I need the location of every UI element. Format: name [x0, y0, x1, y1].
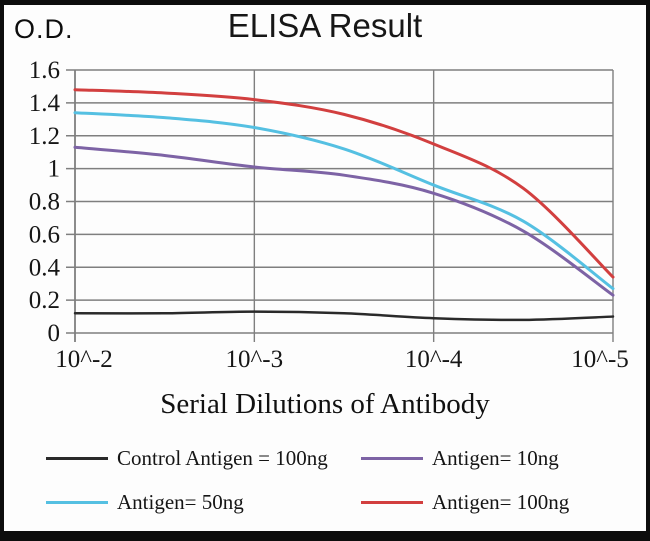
- y-axis-unit-label: O.D.: [14, 14, 74, 44]
- x-tick-label-10^-5: 10^-5: [571, 346, 629, 373]
- series-line-antigen-100ng: [73, 88, 615, 279]
- legend-item-antigen-10ng: Antigen= 10ng: [361, 446, 624, 471]
- x-tick-label-10^-4: 10^-4: [405, 346, 463, 373]
- y-tick-label-1.6: 1.6: [29, 57, 60, 84]
- y-tick-label-1.2: 1.2: [29, 123, 60, 150]
- legend-line-antigen-50ng: [46, 501, 108, 504]
- chart-title: ELISA Result: [227, 7, 423, 44]
- y-tick-label-0.6: 0.6: [29, 221, 60, 248]
- x-tick-label-10^-3: 10^-3: [226, 346, 284, 373]
- x-axis-title: Serial Dilutions of Antibody: [160, 388, 490, 420]
- y-tick-label-0: 0: [48, 320, 61, 347]
- legend-line-antigen-10ng: [361, 457, 423, 460]
- legend-line-control-antigen-100ng: [46, 457, 108, 460]
- chart-plot-area: 0 0.2 0.4 0.6 0.8 1 1.2 1.4 1.6 10^-2 10^-3 10^-4 10…: [29, 57, 629, 373]
- series-line-antigen-10ng: [73, 145, 615, 297]
- y-tick-label-0.4: 0.4: [29, 254, 61, 281]
- y-tick-label-0.2: 0.2: [29, 287, 60, 314]
- y-tick-label-1.4: 1.4: [29, 90, 61, 117]
- legend-label-antigen-100ng: Antigen= 100ng: [432, 490, 570, 514]
- y-tick-label-0.8: 0.8: [29, 189, 60, 216]
- legend-line-antigen-100ng: [361, 501, 423, 504]
- x-tick-label-10^-2: 10^-2: [55, 346, 113, 373]
- y-tick-label-1: 1: [48, 156, 61, 183]
- legend-item-antigen-50ng: Antigen= 50ng: [46, 490, 361, 515]
- series-line-antigen-50ng: [73, 111, 615, 291]
- series-line-control-antigen-100ng: [73, 310, 615, 322]
- legend: Control Antigen = 100ng Antigen= 10ng Anti…: [46, 446, 624, 515]
- legend-label-control-antigen-100ng: Control Antigen = 100ng: [117, 446, 328, 470]
- legend-item-antigen-100ng: Antigen= 100ng: [361, 490, 624, 515]
- legend-label-antigen-10ng: Antigen= 10ng: [432, 446, 559, 470]
- legend-label-antigen-50ng: Antigen= 50ng: [117, 490, 244, 514]
- legend-item-control-antigen-100ng: Control Antigen = 100ng: [46, 446, 361, 471]
